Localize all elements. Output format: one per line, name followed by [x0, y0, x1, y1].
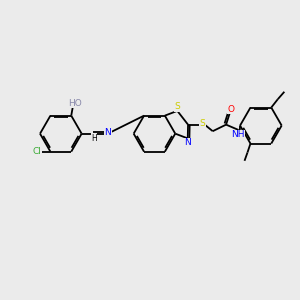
Text: N: N	[104, 128, 111, 137]
Text: O: O	[227, 105, 234, 114]
Text: Cl: Cl	[32, 147, 41, 156]
Text: HO: HO	[68, 99, 81, 108]
Text: H: H	[91, 134, 97, 142]
Text: S: S	[200, 119, 205, 128]
Text: N: N	[184, 138, 191, 147]
Text: S: S	[175, 102, 180, 111]
Text: NH: NH	[231, 130, 245, 139]
